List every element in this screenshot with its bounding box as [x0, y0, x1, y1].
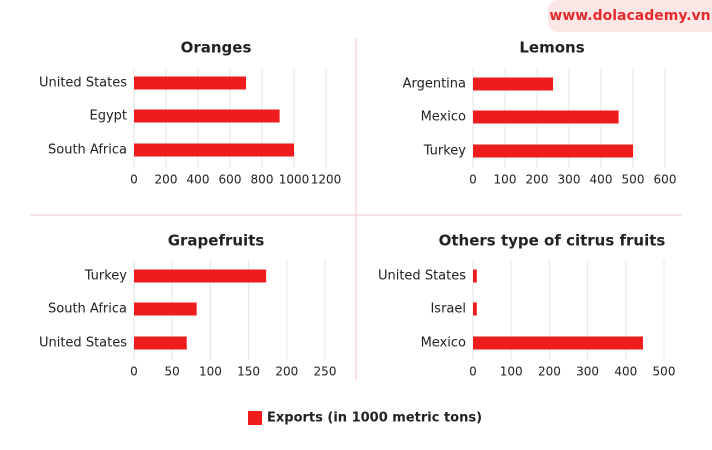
y-tick-label: Argentina: [403, 77, 466, 92]
x-tick-label: 100: [199, 365, 222, 379]
y-tick-label: Mexico: [421, 336, 466, 351]
bar: [134, 302, 197, 316]
y-tick-label: United States: [378, 269, 466, 284]
y-tick-label: Turkey: [84, 269, 128, 284]
bar: [473, 302, 477, 316]
bar: [473, 77, 553, 91]
x-tick-label: 200: [526, 173, 549, 187]
chart-title: Others type of citrus fruits: [439, 232, 666, 250]
x-tick-label: 50: [165, 365, 180, 379]
x-tick-label: 400: [187, 173, 210, 187]
y-tick-label: United States: [39, 336, 127, 351]
watermark-box: [548, 0, 712, 32]
y-tick-label: Israel: [430, 302, 466, 317]
bar: [134, 109, 280, 123]
x-tick-label: 400: [590, 173, 613, 187]
x-tick-label: 0: [469, 173, 477, 187]
x-tick-label: 600: [219, 173, 242, 187]
watermark: www.dolacademy.vn: [549, 8, 710, 24]
chart-title: Grapefruits: [168, 232, 265, 250]
y-tick-label: Egypt: [89, 109, 127, 124]
bar: [134, 269, 267, 283]
chart-title: Lemons: [519, 39, 584, 57]
x-tick-label: 300: [576, 365, 599, 379]
x-tick-label: 0: [130, 173, 138, 187]
bar: [473, 336, 643, 350]
bar: [134, 76, 246, 90]
bar: [134, 336, 187, 350]
x-tick-label: 500: [653, 365, 676, 379]
x-tick-label: 800: [251, 173, 274, 187]
y-tick-label: South Africa: [48, 302, 127, 317]
chart-title: Oranges: [181, 39, 252, 57]
bar: [134, 143, 294, 157]
x-tick-label: 1200: [311, 173, 342, 187]
y-tick-label: Mexico: [421, 110, 466, 125]
x-tick-label: 100: [500, 365, 523, 379]
x-tick-label: 300: [558, 173, 581, 187]
x-tick-label: 1000: [279, 173, 310, 187]
x-tick-label: 400: [614, 365, 637, 379]
x-tick-label: 200: [275, 365, 298, 379]
x-tick-label: 500: [622, 173, 645, 187]
y-tick-label: South Africa: [48, 143, 127, 158]
legend-swatch: [248, 411, 262, 425]
x-tick-label: 100: [494, 173, 517, 187]
x-tick-label: 200: [155, 173, 178, 187]
x-tick-label: 0: [469, 365, 477, 379]
x-tick-label: 0: [130, 365, 138, 379]
x-tick-label: 600: [654, 173, 677, 187]
bar: [473, 144, 633, 158]
x-tick-label: 200: [538, 365, 561, 379]
y-tick-label: Turkey: [423, 144, 467, 159]
legend-label: Exports (in 1000 metric tons): [267, 411, 482, 426]
y-tick-label: United States: [39, 76, 127, 91]
bar: [473, 269, 477, 283]
x-tick-label: 150: [237, 365, 260, 379]
x-tick-label: 250: [314, 365, 337, 379]
bar: [473, 110, 619, 124]
